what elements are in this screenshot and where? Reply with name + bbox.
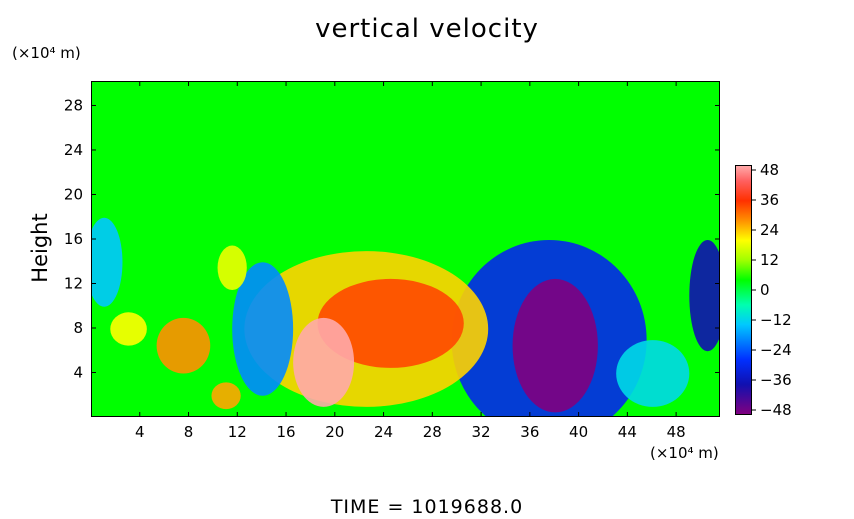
- downdraft-region: [689, 239, 726, 352]
- colorbar-tick-label: 12: [760, 251, 779, 269]
- x-axis-unit: (×10⁴ m): [650, 444, 719, 462]
- colorbar-tick-label: 36: [760, 191, 779, 209]
- updraft-region: [217, 245, 247, 291]
- colorbar-tick-label: 48: [760, 161, 779, 179]
- colorbar-tick-label: −12: [760, 311, 792, 329]
- chart-title: vertical velocity: [315, 14, 539, 44]
- x-tick-label: 24: [374, 423, 393, 441]
- x-tick-label: 12: [228, 423, 247, 441]
- y-tick-label: 4: [73, 363, 83, 381]
- y-tick-label: 12: [64, 274, 83, 292]
- downdraft-region: [616, 340, 690, 407]
- velocity-field: [85, 217, 726, 441]
- downdraft-region: [85, 217, 123, 307]
- colorbar: [735, 165, 752, 415]
- downdraft-region: [232, 262, 294, 396]
- updraft-region: [317, 278, 464, 368]
- updraft-region: [110, 312, 147, 346]
- x-tick-label: 32: [472, 423, 491, 441]
- colorbar-tick-label: 24: [760, 221, 779, 239]
- x-tick-label: 20: [325, 423, 344, 441]
- updraft-region: [293, 317, 355, 407]
- plot-area: [85, 81, 726, 441]
- x-tick-label: 8: [184, 423, 194, 441]
- colorbar-tick-label: 0: [760, 281, 770, 299]
- colorbar-tick-label: −36: [760, 371, 792, 389]
- x-tick-label: 44: [618, 423, 637, 441]
- x-tick-label: 4: [135, 423, 145, 441]
- time-label: TIME = 1019688.0: [330, 496, 524, 518]
- y-tick-label: 8: [73, 319, 83, 337]
- downdraft-region: [512, 278, 598, 413]
- x-tick-label: 16: [276, 423, 295, 441]
- y-tick-label: 28: [64, 96, 83, 114]
- x-tick-label: 28: [423, 423, 442, 441]
- y-tick-label: 16: [64, 230, 83, 248]
- updraft-region: [156, 317, 211, 374]
- y-axis-unit: (×10⁴ m): [12, 44, 81, 62]
- x-tick-label: 48: [667, 423, 686, 441]
- colorbar-tick-label: −48: [760, 401, 792, 419]
- y-tick-label: 20: [64, 185, 83, 203]
- y-tick-label: 24: [64, 141, 83, 159]
- updraft-region: [211, 382, 241, 410]
- x-tick-label: 40: [569, 423, 588, 441]
- colorbar-tick-label: −24: [760, 341, 792, 359]
- x-tick-label: 36: [520, 423, 539, 441]
